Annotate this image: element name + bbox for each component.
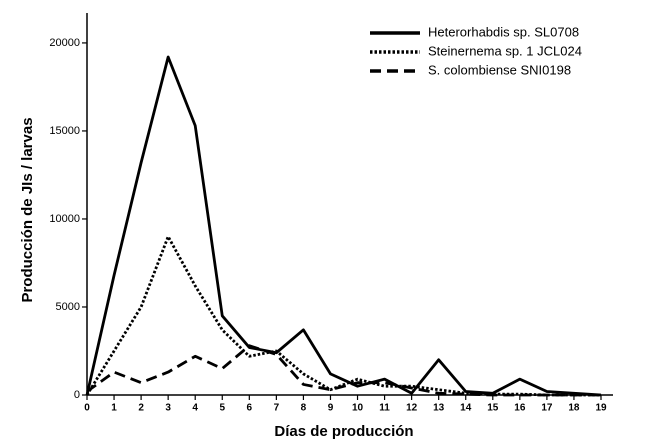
y-tick-label: 5000 [56,301,80,313]
x-tick-label: 6 [247,403,253,414]
x-tick-label: 17 [541,403,553,414]
y-tick-label: 0 [74,389,80,401]
x-tick-label: 15 [487,403,499,414]
x-tick-label: 7 [274,403,280,414]
x-tick-label: 10 [352,403,364,414]
x-tick-label: 0 [84,403,90,414]
legend-text: Heterorhabdis sp. SL0708 [428,24,579,39]
x-tick-label: 8 [301,403,307,414]
series-line [85,55,602,397]
x-tick-label: 2 [138,403,144,414]
x-tick-label: 18 [568,403,580,414]
x-tick-label: 12 [406,403,418,414]
x-axis-title: Días de producción [274,423,413,440]
legend-text: Steinernema sp. 1 JCL024 [428,43,582,58]
y-tick-label: 20000 [49,37,80,49]
series-line [85,235,601,397]
y-axis-title: Producción de JIs / larvas [19,117,36,302]
x-tick-label: 16 [514,403,526,414]
y-tick-label: 10000 [49,213,80,225]
x-tick-label: 1 [111,403,117,414]
x-tick-label: 19 [595,403,607,414]
y-tick-label: 15000 [49,125,80,137]
legend-text: S. colombiense SNI0198 [428,62,571,77]
x-tick-label: 4 [192,403,198,414]
series-line [86,344,601,397]
x-tick-label: 13 [433,403,445,414]
x-tick-label: 5 [219,403,225,414]
x-tick-label: 14 [460,403,472,414]
x-tick-label: 9 [328,403,334,414]
x-tick-label: 11 [379,403,390,414]
x-tick-label: 3 [165,403,171,414]
